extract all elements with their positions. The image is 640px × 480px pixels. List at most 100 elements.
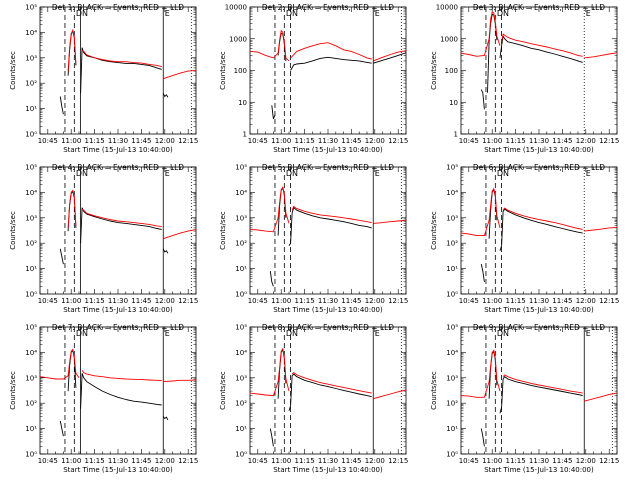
x-tick-label: 12:15 [178, 457, 198, 465]
x-tick-label: 11:30 [108, 457, 128, 465]
x-tick-label: 12:15 [178, 137, 198, 145]
y-tick-label: 10⁴ [446, 189, 458, 197]
plot-frame [249, 326, 407, 455]
y-tick-label: 10⁴ [25, 189, 37, 197]
x-tick-label: 10:45 [38, 137, 58, 145]
y-tick-label: 10² [446, 240, 458, 248]
y-axis-title: Counts/sec [430, 211, 438, 250]
series-line [162, 248, 169, 254]
plot-frame [39, 166, 197, 295]
y-axis-title: Counts/sec [9, 211, 17, 250]
x-tick-label: 10:45 [38, 457, 58, 465]
x-tick-label: 11:00 [482, 457, 502, 465]
detector-panel: 10⁰ 10¹ 10² 10³ 10⁴ 10⁵ 10:45 11:00 11:15 11:30 11… [9, 3, 198, 154]
series-line [584, 226, 617, 232]
y-tick-label: 10⁰ [446, 291, 458, 299]
time-marker-label: N [503, 169, 509, 178]
x-tick-label: 12:00 [365, 297, 385, 305]
series-line [250, 347, 290, 397]
y-tick-label: 10⁴ [25, 29, 37, 37]
x-axis-title: Start Time (15-Jul-13 10:40:00) [273, 466, 383, 474]
x-tick-label: 12:00 [576, 457, 596, 465]
y-tick-label: 10⁵ [25, 4, 37, 12]
series-line [288, 373, 372, 411]
y-tick-label: 10⁵ [235, 164, 247, 172]
series-line [40, 348, 80, 380]
series-line [67, 189, 77, 228]
y-axis-title: Counts/sec [9, 371, 17, 410]
x-tick-label: 11:45 [341, 297, 361, 305]
time-marker-label: D [76, 329, 82, 338]
y-tick-label: 10² [25, 80, 37, 88]
series-line [163, 69, 196, 80]
x-tick-label: 11:30 [108, 137, 128, 145]
series-line [461, 11, 501, 57]
series-line [80, 207, 162, 244]
x-tick-label: 12:00 [365, 137, 385, 145]
series-line [250, 29, 290, 62]
time-marker-label: E [586, 329, 591, 338]
x-tick-label: 12:00 [576, 137, 596, 145]
y-tick-label: 10¹ [446, 425, 458, 433]
time-marker-label: E [375, 329, 380, 338]
y-tick-label: 10² [235, 240, 247, 248]
series-line [290, 56, 372, 71]
x-tick-label: 12:15 [599, 457, 619, 465]
y-tick-label: 10³ [25, 54, 37, 62]
series-line [80, 47, 162, 94]
y-tick-label: 10² [25, 240, 37, 248]
time-marker-label: E [165, 169, 170, 178]
x-tick-label: 10:45 [38, 297, 58, 305]
x-tick-label: 12:15 [178, 297, 198, 305]
x-tick-label: 11:45 [552, 457, 572, 465]
y-tick-label: 10³ [235, 214, 247, 222]
series-line [373, 219, 406, 224]
y-tick-label: 10⁰ [25, 451, 37, 459]
series-line [501, 33, 583, 57]
series-line [163, 228, 196, 240]
x-tick-label: 11:45 [552, 297, 572, 305]
plot-frame [460, 166, 618, 295]
time-marker-label: E [375, 169, 380, 178]
series-line [480, 264, 485, 282]
panel-title: Det 7: BLACK = Events, RED = LLD [52, 323, 184, 332]
time-marker-label: D [286, 329, 292, 338]
series-line [480, 89, 485, 110]
time-marker-label: D [76, 169, 82, 178]
time-marker-label: E [375, 9, 380, 18]
y-tick-label: 100 [234, 67, 247, 75]
x-axis-title: Start Time (15-Jul-13 10:40:00) [484, 306, 594, 314]
y-tick-label: 10¹ [25, 425, 37, 433]
y-tick-label: 10³ [446, 214, 458, 222]
series-line [290, 42, 372, 60]
series-line [584, 392, 617, 402]
series-line [373, 50, 406, 62]
x-tick-label: 12:00 [155, 457, 175, 465]
series-line [271, 105, 276, 120]
y-tick-label: 10⁴ [25, 349, 37, 357]
panel-title: Det 6: BLACK = Events, RED = LLD [473, 163, 605, 172]
time-marker-label: N [292, 329, 298, 338]
x-tick-label: 12:00 [155, 297, 175, 305]
series-line [59, 248, 64, 265]
series-line [461, 187, 501, 237]
x-tick-label: 11:30 [318, 457, 338, 465]
x-tick-label: 11:30 [318, 137, 338, 145]
series-line [502, 374, 583, 394]
detector-panel: 1 10 100 1000 10000 10:45 11:00 11:15 11:30 11:45… [430, 3, 619, 154]
series-line [291, 205, 372, 224]
detector-panel: 10⁰ 10¹ 10² 10³ 10⁴ 10⁵ 10:45 11:00 11:15 11:30 11… [219, 163, 408, 314]
series-line [269, 271, 274, 287]
y-tick-label: 10¹ [25, 105, 37, 113]
x-tick-label: 12:00 [155, 137, 175, 145]
y-tick-label: 10⁵ [25, 164, 37, 172]
series-line [480, 428, 485, 447]
y-axis-title: Counts/sec [9, 51, 17, 90]
x-tick-label: 11:00 [61, 457, 81, 465]
x-tick-label: 11:15 [506, 297, 526, 305]
y-axis-title: Counts/sec [430, 371, 438, 410]
series-line [80, 373, 162, 409]
y-tick-label: 10⁴ [235, 189, 247, 197]
panel-title: Det 5: BLACK = Events, RED = LLD [262, 163, 394, 172]
plot-frame [460, 6, 618, 135]
